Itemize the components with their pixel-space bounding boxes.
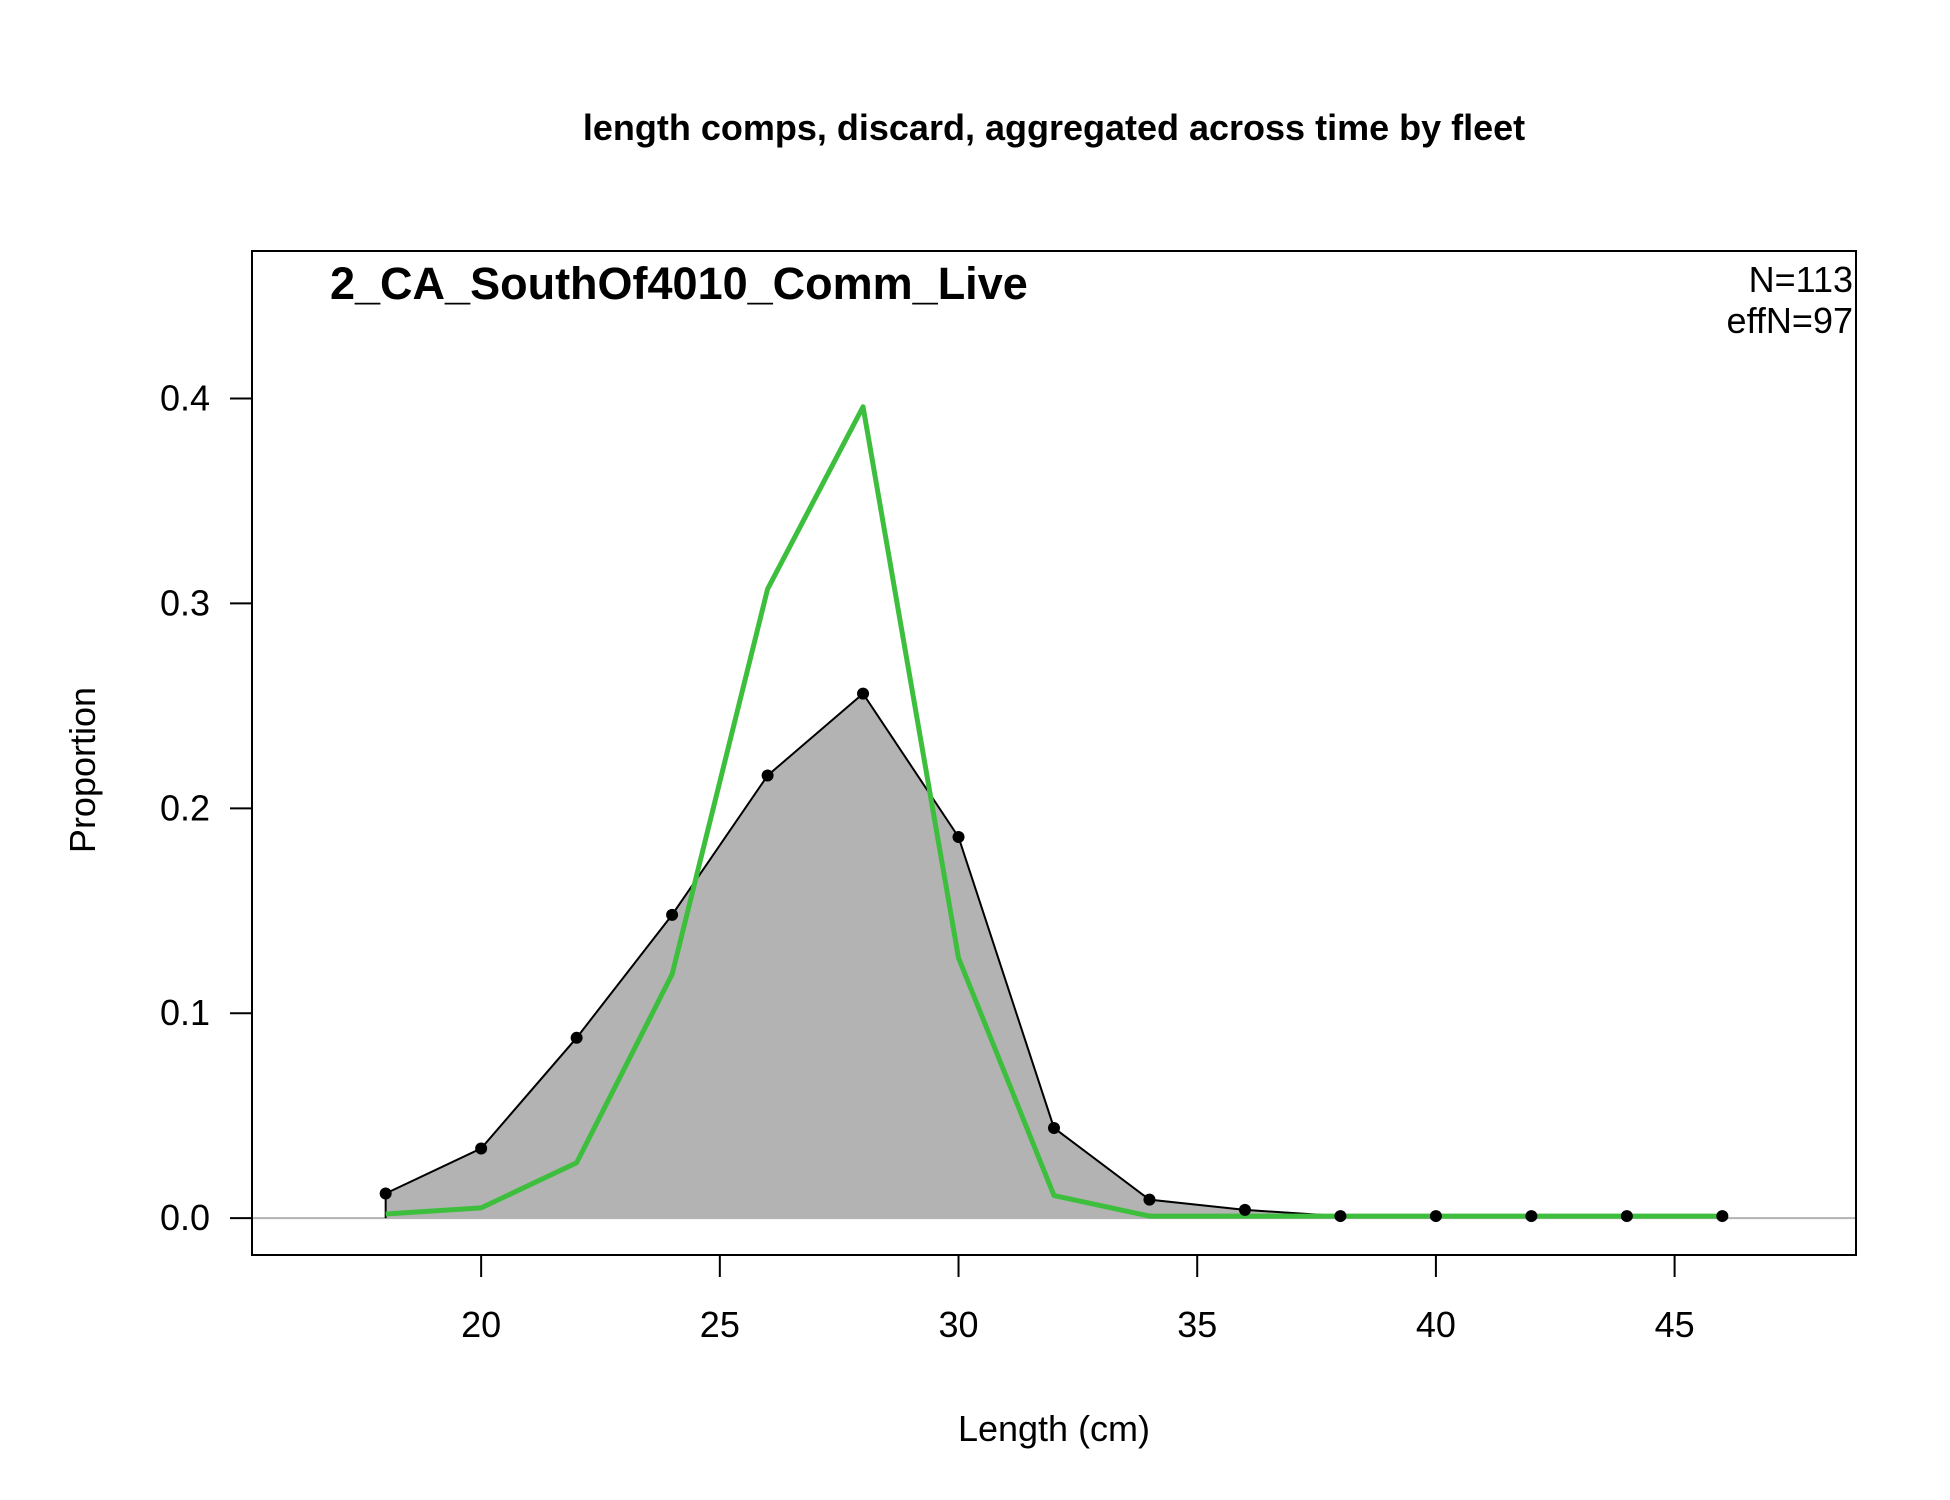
y-axis-label: Proportion	[62, 687, 103, 853]
chart-title: length comps, discard, aggregated across…	[583, 107, 1525, 148]
observed-point	[1429, 1210, 1442, 1223]
y-tick-label: 0.1	[160, 992, 210, 1033]
observed-point	[666, 908, 679, 921]
observed-point	[379, 1187, 392, 1200]
x-tick-label: 45	[1655, 1304, 1695, 1345]
x-tick-label: 30	[939, 1304, 979, 1345]
observed-point	[1048, 1121, 1060, 1134]
plot-area	[251, 250, 1857, 1256]
x-axis-label: Length (cm)	[958, 1408, 1150, 1449]
y-tick-label: 0.4	[160, 378, 210, 419]
observed-point	[1334, 1210, 1347, 1223]
observed-point	[1716, 1210, 1729, 1223]
y-tick-label: 0.0	[160, 1197, 210, 1238]
effective-sample-size-annotation: effN=97	[1727, 300, 1853, 341]
x-tick-label: 40	[1416, 1304, 1456, 1345]
observed-point	[475, 1142, 488, 1155]
observed-point	[857, 687, 870, 700]
x-axis: 20 25 30 35 40 45	[461, 1255, 1695, 1345]
y-axis: 0.0 0.1 0.2 0.3 0.4	[160, 378, 252, 1238]
plot-frame	[251, 250, 1857, 1256]
panel-label: 2_CA_SouthOf4010_Comm_Live	[330, 258, 1028, 309]
observed-point	[1525, 1210, 1538, 1223]
observed-area	[385, 693, 1723, 1219]
x-tick-label: 25	[700, 1304, 740, 1345]
observed-point	[1143, 1193, 1156, 1206]
expected-line	[385, 404, 1723, 1219]
observed-point	[1238, 1203, 1251, 1216]
y-tick-label: 0.3	[160, 582, 210, 623]
x-tick-label: 20	[461, 1304, 501, 1345]
observed-point	[952, 831, 965, 844]
observed-point	[1620, 1210, 1633, 1223]
y-tick-label: 0.2	[160, 787, 210, 828]
sample-size-annotation: N=113	[1749, 259, 1853, 300]
observed-point	[570, 1031, 583, 1044]
x-tick-label: 35	[1177, 1304, 1217, 1345]
observed-point	[761, 769, 774, 782]
